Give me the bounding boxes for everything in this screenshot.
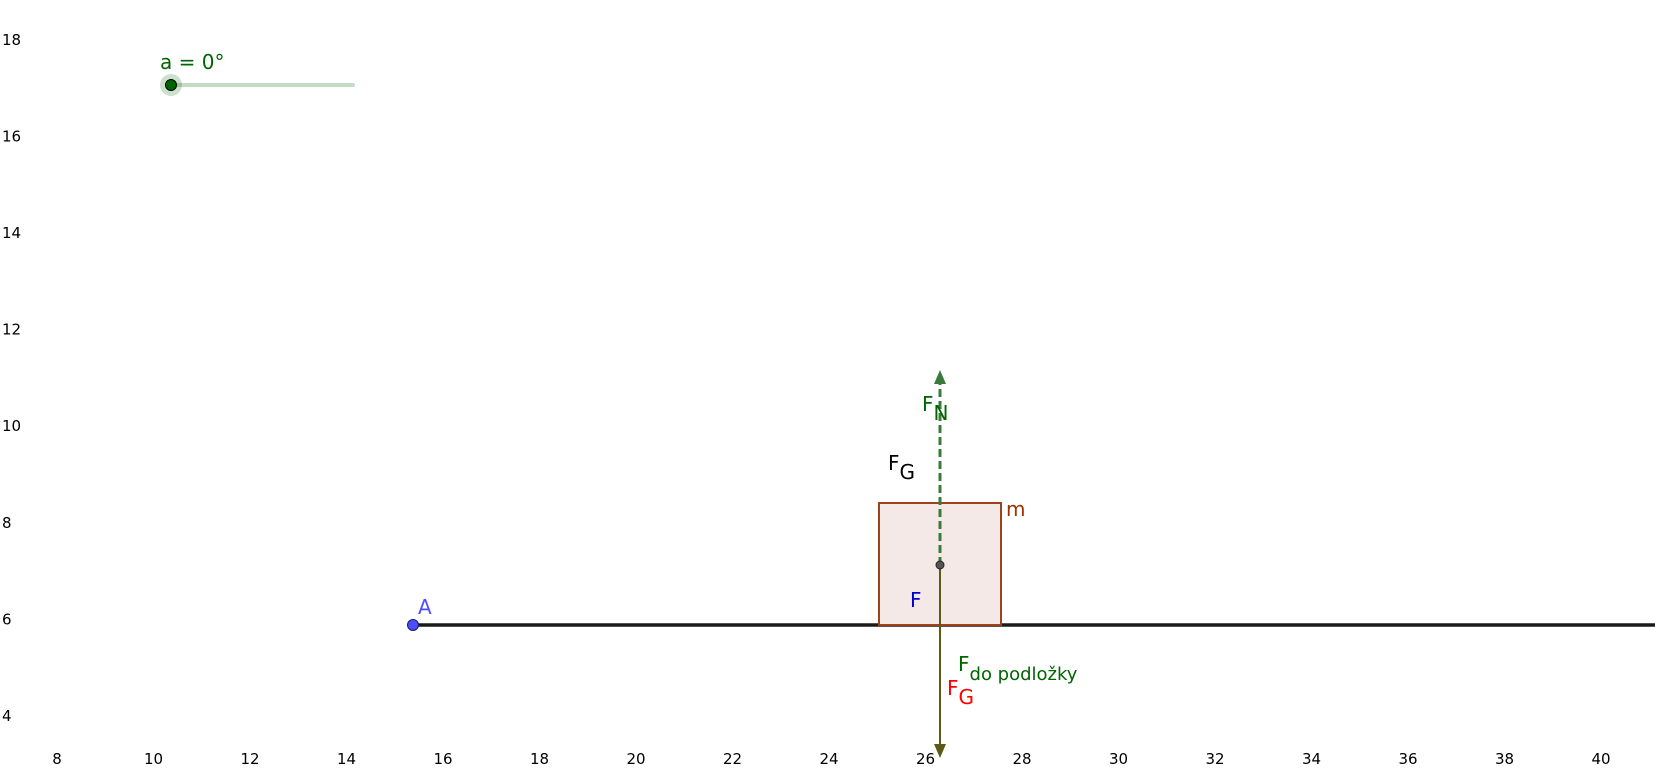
x-tick-label: 38 <box>1495 750 1514 768</box>
y-tick-label: 10 <box>2 417 21 435</box>
label-main: F <box>947 676 959 700</box>
x-tick-label: 22 <box>723 750 742 768</box>
slider-label: a = 0° <box>160 50 224 74</box>
slider-knob[interactable] <box>165 79 177 91</box>
slider[interactable]: a = 0° <box>160 50 355 96</box>
label-main: F <box>888 451 900 475</box>
x-tick-label: 34 <box>1302 750 1321 768</box>
center-point <box>935 560 945 570</box>
x-tick-label: 18 <box>530 750 549 768</box>
x-tick-label: 16 <box>433 750 452 768</box>
label-sub: N <box>934 401 949 425</box>
x-tick-label: 12 <box>240 750 259 768</box>
x-tick-label: 36 <box>1398 750 1417 768</box>
x-tick-label: 32 <box>1205 750 1224 768</box>
y-tick-label: 4 <box>2 707 12 725</box>
arrow-head <box>934 370 946 384</box>
x-tick-label: 20 <box>626 750 645 768</box>
x-tick-label: 8 <box>52 750 62 768</box>
y-tick-label: 14 <box>2 224 21 242</box>
x-tick-label: 14 <box>337 750 356 768</box>
point-a[interactable] <box>407 619 419 631</box>
x-tick-label: 26 <box>916 750 935 768</box>
y-tick-label: 16 <box>2 128 21 146</box>
mass-label: m <box>1006 497 1025 521</box>
vector-label: FG <box>947 676 974 709</box>
label-main: F <box>922 392 934 416</box>
vector-label: F <box>910 588 922 612</box>
label-main: F <box>958 652 970 676</box>
vector-label: FG <box>888 451 915 484</box>
x-tick-label: 10 <box>144 750 163 768</box>
y-tick-label: 6 <box>2 610 12 628</box>
arrow-head <box>934 744 946 758</box>
point-label: A <box>418 595 432 619</box>
vector-label: FN <box>922 392 948 425</box>
label-sub: G <box>900 460 916 484</box>
x-tick-label: 24 <box>819 750 838 768</box>
y-tick-label: 8 <box>2 514 12 532</box>
vector-label: Fdo podložky <box>958 652 1078 685</box>
label-sub: G <box>959 685 975 709</box>
x-tick-label: 40 <box>1591 750 1610 768</box>
x-tick-label: 28 <box>1012 750 1031 768</box>
label-sub: do podložky <box>970 664 1078 685</box>
y-tick-label: 18 <box>2 31 21 49</box>
x-tick-label: 30 <box>1109 750 1128 768</box>
y-tick-label: 12 <box>2 321 21 339</box>
